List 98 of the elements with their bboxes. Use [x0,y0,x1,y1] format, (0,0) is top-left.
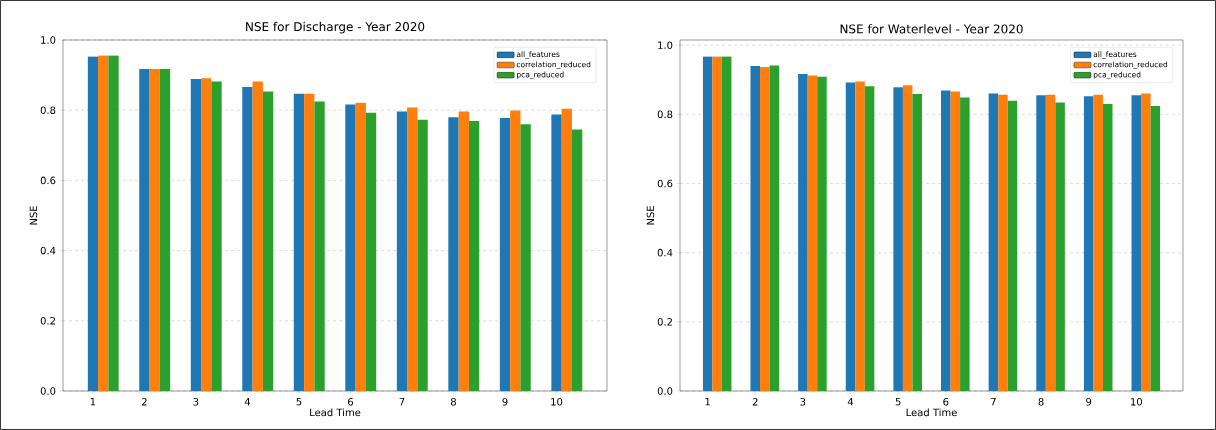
x-tick-label: 4 [244,398,251,406]
bar [845,82,856,391]
bar [941,90,951,391]
bar [211,81,222,391]
y-tick-label: 0.2 [657,318,672,326]
bar [1055,102,1065,391]
bar [561,108,572,391]
bar [807,75,818,391]
bar [712,56,722,391]
bar [998,94,1008,391]
x-tick-label: 2 [141,398,147,406]
bar [98,55,109,391]
y-tick-label: 0.6 [657,179,673,188]
bar [396,111,408,391]
bar [417,119,428,391]
bar [702,56,713,391]
bar [1102,103,1113,391]
chart-title: NSE for Discharge - Year 2020 [246,21,425,34]
y-tick-label: 0.0 [40,387,56,395]
x-tick-label: 4 [847,398,854,406]
x-axis-title: Lead Time [310,408,361,417]
bar [817,76,827,391]
bar [520,124,531,391]
y-tick-label: 0.0 [657,387,673,395]
bar [262,91,274,391]
y-tick-label: 1.0 [41,36,56,44]
x-tick-label: 2 [752,398,758,406]
bar [355,102,366,391]
x-tick-label: 9 [1086,398,1092,406]
bar [902,85,913,391]
y-tick-label: 0.6 [40,176,56,185]
y-tick-label: 0.4 [40,246,56,255]
bar [988,93,999,391]
bar [864,86,875,391]
x-tick-label: 10 [551,398,563,406]
bar [1007,100,1018,391]
y-tick-label: 0.4 [657,248,673,257]
bar [1141,93,1151,391]
bar [510,110,521,391]
bar [1093,94,1103,391]
x-tick-label: 10 [1131,398,1143,406]
x-tick-label: 3 [193,398,199,406]
bar [159,69,171,391]
x-tick-label: 6 [347,398,354,406]
bar [345,104,356,391]
bar [87,56,99,391]
bar [769,65,780,391]
bar [314,101,325,391]
x-tick-label: 6 [943,398,949,406]
y-tick-label: 0.8 [657,110,673,119]
bar [1036,95,1046,391]
bar [912,93,922,391]
chart-title: NSE for Waterlevel - Year 2020 [840,24,1023,34]
bar [201,78,212,391]
x-tick-label: 3 [800,398,806,406]
x-tick-label: 5 [895,398,901,406]
x-tick-label: 8 [450,398,456,406]
x-tick-label: 9 [502,398,508,406]
x-tick-label: 5 [296,398,302,406]
bar [252,81,263,391]
x-tick-label: 8 [1038,398,1044,406]
x-tick-label: 1 [705,398,710,406]
y-tick-label: 0.8 [40,106,56,114]
bar [1150,106,1161,391]
bar [721,56,732,391]
bar [407,107,418,391]
bar [551,114,562,391]
bar [855,81,865,391]
bar [108,55,119,391]
x-tick-label: 7 [991,398,996,406]
bar [950,91,961,391]
x-axis-title: Lead Time [906,408,957,417]
bar [960,97,970,391]
bar [448,117,459,391]
bar [468,121,480,391]
bar [139,69,150,391]
bar [893,87,903,391]
bar [1045,94,1056,391]
bar [365,112,377,391]
bar [750,65,761,391]
y-axis-title: NSE [29,206,38,225]
y-tick-label: 1.0 [658,41,673,49]
y-axis-title: NSE [646,206,655,225]
bar [242,87,253,391]
bar [1131,95,1142,391]
bar [1083,96,1094,391]
x-tick-label: 1 [90,398,96,406]
bar [190,78,202,391]
bar [760,66,770,391]
bar [499,117,511,391]
bar [304,93,315,391]
bar [798,73,808,391]
x-tick-label: 7 [399,398,405,406]
y-tick-label: 0.2 [40,316,55,325]
bar [571,129,583,391]
bar [293,93,305,391]
bar [458,111,469,391]
bar [149,69,160,391]
